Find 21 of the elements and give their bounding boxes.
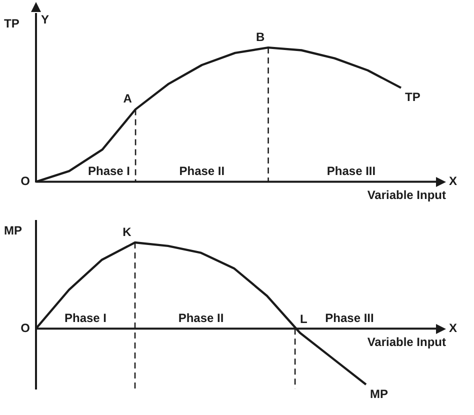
text: X (449, 174, 458, 188)
x-axis-title: Variable Input (367, 334, 446, 349)
y-axis-title: TP (4, 16, 20, 30)
annotation: Phase I (64, 310, 107, 325)
x-axis-title: Variable Input (367, 188, 446, 202)
annotation: Phase II (179, 164, 225, 178)
annotation: A (123, 92, 132, 106)
annotation: O (20, 320, 30, 335)
series-label: TP (405, 90, 420, 104)
y-axis-title: MP (4, 223, 22, 238)
annotation: Phase III (325, 310, 374, 325)
series-label: MP (370, 386, 388, 401)
annotation: Phase I (88, 164, 130, 178)
text: O (20, 174, 30, 188)
text: B (256, 30, 265, 44)
text: K (122, 224, 132, 239)
text: X (449, 320, 458, 335)
text: Y (41, 12, 50, 26)
annotation: Phase III (326, 164, 376, 178)
annotation: Phase II (178, 310, 224, 325)
annotation: L (300, 312, 308, 326)
